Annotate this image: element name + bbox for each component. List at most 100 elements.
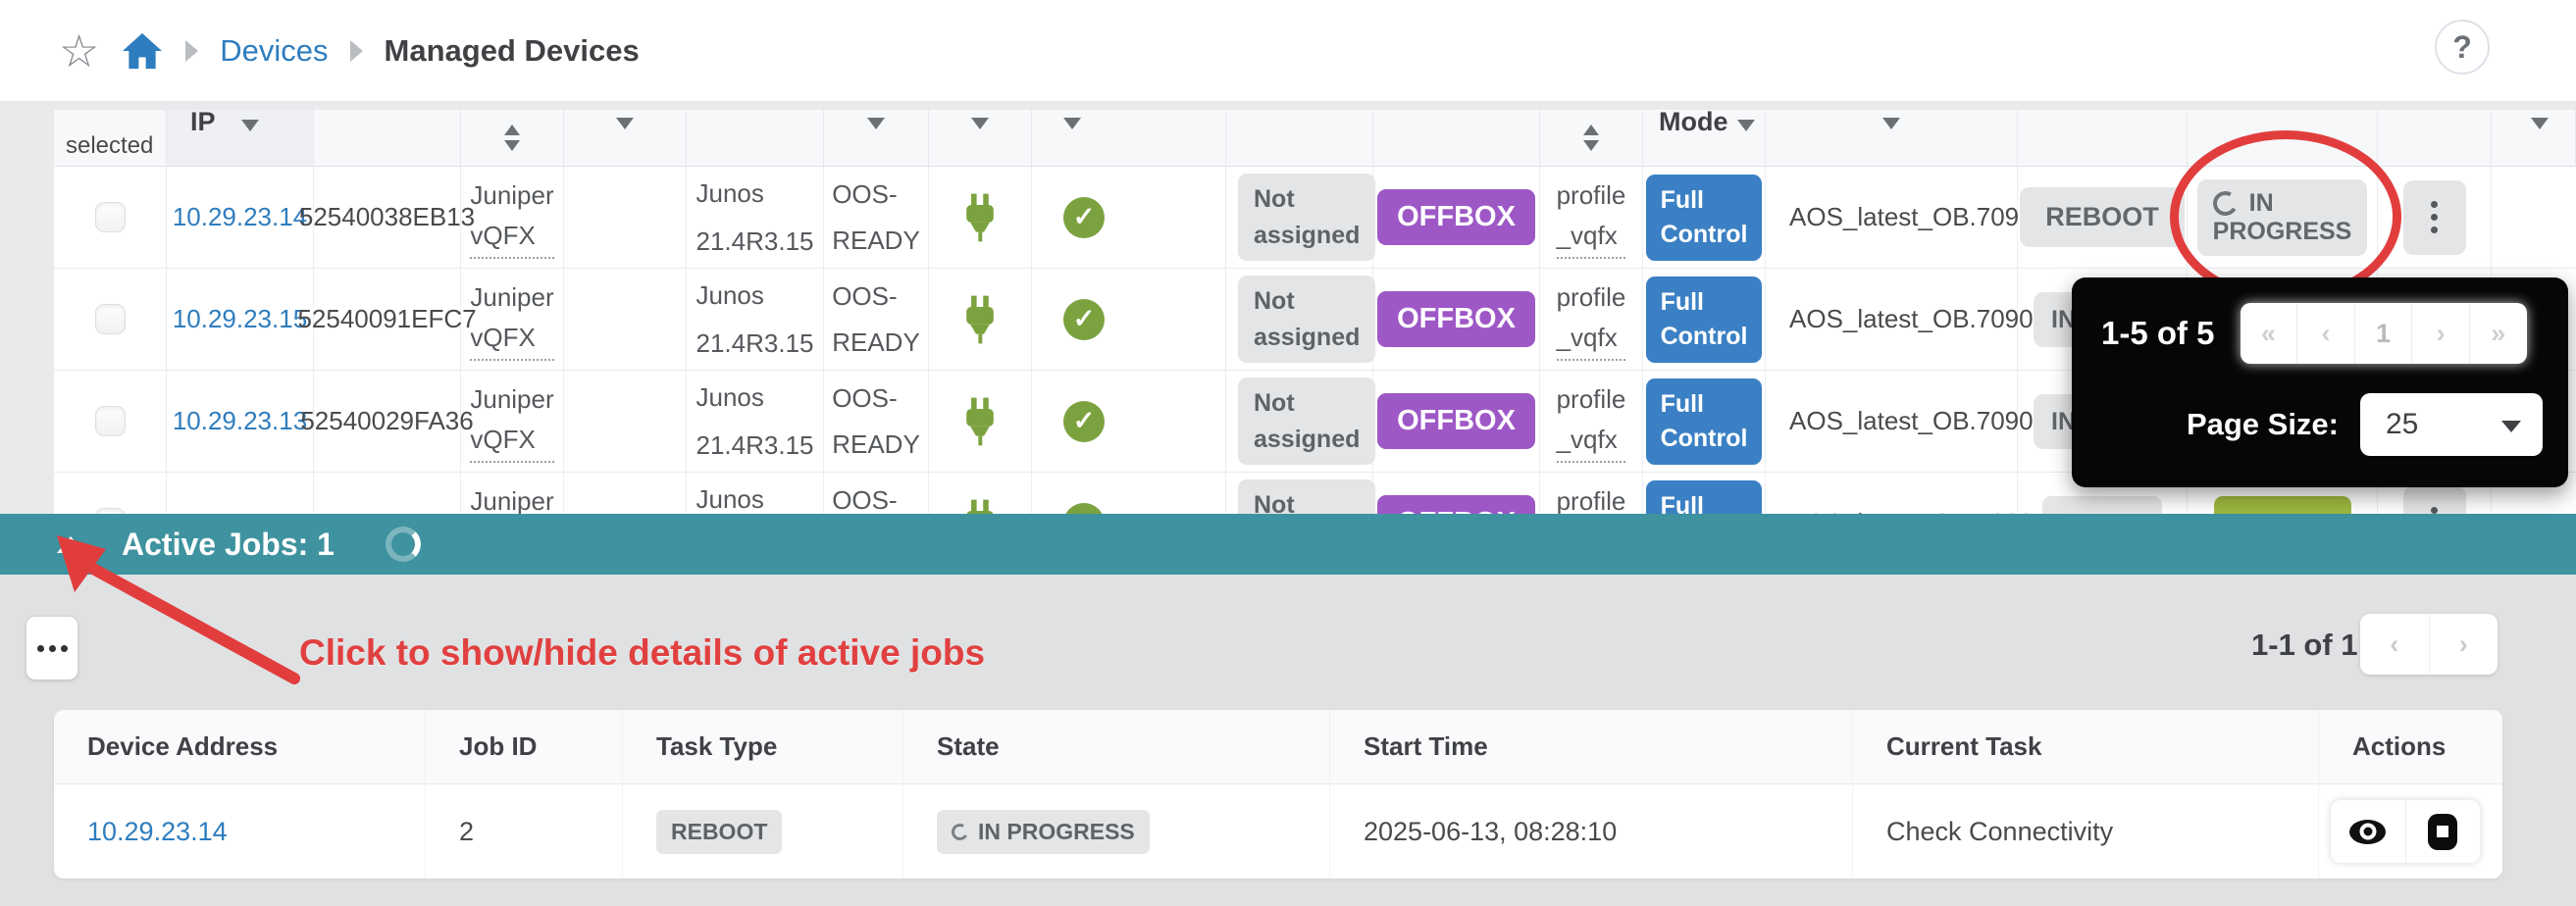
success-badge [2213,495,2351,514]
current-page-button[interactable]: 1 [2355,303,2413,364]
header-serial[interactable] [314,110,461,167]
ip-cell: 10.29.23.13 [167,371,314,472]
home-icon[interactable] [121,31,164,71]
header-connectivity[interactable] [929,110,1032,167]
sort-icon[interactable] [1583,125,1599,151]
job-actions-cell [2318,784,2502,879]
kebab-menu-button[interactable] [2402,485,2466,514]
profile-cell: profile_vqfx [1540,371,1643,472]
filter-icon[interactable] [1882,118,1900,129]
plug-icon [966,193,994,241]
more-options-button[interactable] [26,617,77,680]
sort-icon[interactable] [504,125,520,151]
device-ip-link[interactable]: 10.29.23.15 [172,304,308,333]
filter-icon[interactable] [1063,118,1081,129]
view-job-button[interactable] [2331,800,2406,863]
header-profile[interactable] [1540,110,1643,167]
header-image[interactable] [1766,110,2018,167]
breadcrumb-devices-link[interactable]: Devices [220,33,329,68]
device-ip-link[interactable]: 10.29.23.14 [172,202,308,231]
prev-page-button[interactable]: ‹ [2297,303,2355,364]
filter-icon[interactable] [241,120,259,131]
plug-icon [966,397,994,445]
help-button[interactable]: ? [2435,20,2490,75]
ack-cell: ✓ [1032,473,1226,514]
header-job-type[interactable] [2018,110,2188,167]
header-state[interactable] [824,110,929,167]
row-checkbox[interactable] [94,202,126,232]
check-circle-icon: ✓ [1063,400,1105,442]
kebab-menu-button[interactable] [2402,179,2466,255]
header-blueprint[interactable] [1226,110,1373,167]
header-col5[interactable] [564,110,687,167]
last-page-button[interactable]: » [2491,318,2506,348]
job-state-cell: IN PROGRESS [902,784,1329,879]
stop-job-button[interactable] [2406,800,2481,863]
header-os-version[interactable] [687,110,824,167]
header-ip[interactable]: IP [167,110,314,167]
job-type-cell [2018,473,2188,514]
row-checkbox[interactable] [94,304,126,334]
job-id-cell: 2 [425,784,622,879]
job-start-time-cell: 2025-06-13, 08:28:10 [1329,784,1852,879]
offbox-badge: OFFBOX [1377,291,1535,347]
check-circle-icon: ✓ [1063,298,1105,340]
job-device-link[interactable]: 10.29.23.14 [87,816,228,846]
device-ip-link[interactable]: 10.29.23.13 [172,406,308,435]
job-type-badge[interactable] [2042,495,2162,514]
jobs-table-header: Device Address Job ID Task Type State St… [54,710,2502,784]
empty-cell [564,371,687,472]
connectivity-cell [929,473,1032,514]
header-extra[interactable] [2492,110,2576,167]
page-title: Managed Devices [384,33,640,68]
filter-icon[interactable] [616,118,634,129]
next-page-button[interactable]: › [2458,629,2468,659]
deploy-cell: OFFBOX [1373,371,1540,472]
ack-cell: ✓ [1032,371,1226,472]
top-bar: ☆ Devices Managed Devices ? [0,0,2576,102]
breadcrumb: ☆ Devices Managed Devices [59,0,640,102]
page-size-select[interactable]: 25 [2360,393,2543,456]
header-deploy[interactable] [1373,110,1540,167]
filter-icon[interactable] [867,118,885,129]
ellipsis-icon [36,644,44,652]
favorite-star-icon[interactable]: ☆ [59,25,100,76]
collapse-toggle-icon[interactable] [57,535,84,553]
active-jobs-panel: 1-1 of 1 ‹ › Device Address Job ID Task … [0,575,2576,906]
filter-icon[interactable] [2531,118,2549,129]
filter-icon[interactable] [1737,120,1755,131]
row-checkbox[interactable] [94,406,126,436]
ip-cell [167,473,314,514]
prev-page-button[interactable]: ‹ [2360,614,2430,675]
ip-cell: 10.29.23.15 [167,269,314,370]
header-job-id: Job ID [425,710,622,783]
first-page-button[interactable]: « [2241,303,2298,364]
header-acknowledged[interactable] [1032,110,1226,167]
reboot-button[interactable]: REBOOT [2020,187,2185,247]
header-model[interactable] [461,110,564,167]
filter-icon[interactable] [971,118,989,129]
profile-cell: profile_vqfx [1540,167,1643,268]
header-current-task: Current Task [1852,710,2318,783]
serial-cell: 52540038EB13 [299,167,475,268]
check-circle-icon: ✓ [1063,502,1105,514]
active-jobs-bar[interactable]: Active Jobs: 1 [0,514,2576,575]
popup-pager: « ‹ 1 › » [2240,303,2527,364]
header-actions[interactable] [2378,110,2492,167]
select-cell [54,473,167,514]
header-mode[interactable]: Mode [1643,110,1766,167]
breadcrumb-separator-icon [185,40,199,62]
next-page-button[interactable]: › [2412,303,2470,364]
popup-range-label: 1-5 of 5 [2101,315,2215,351]
